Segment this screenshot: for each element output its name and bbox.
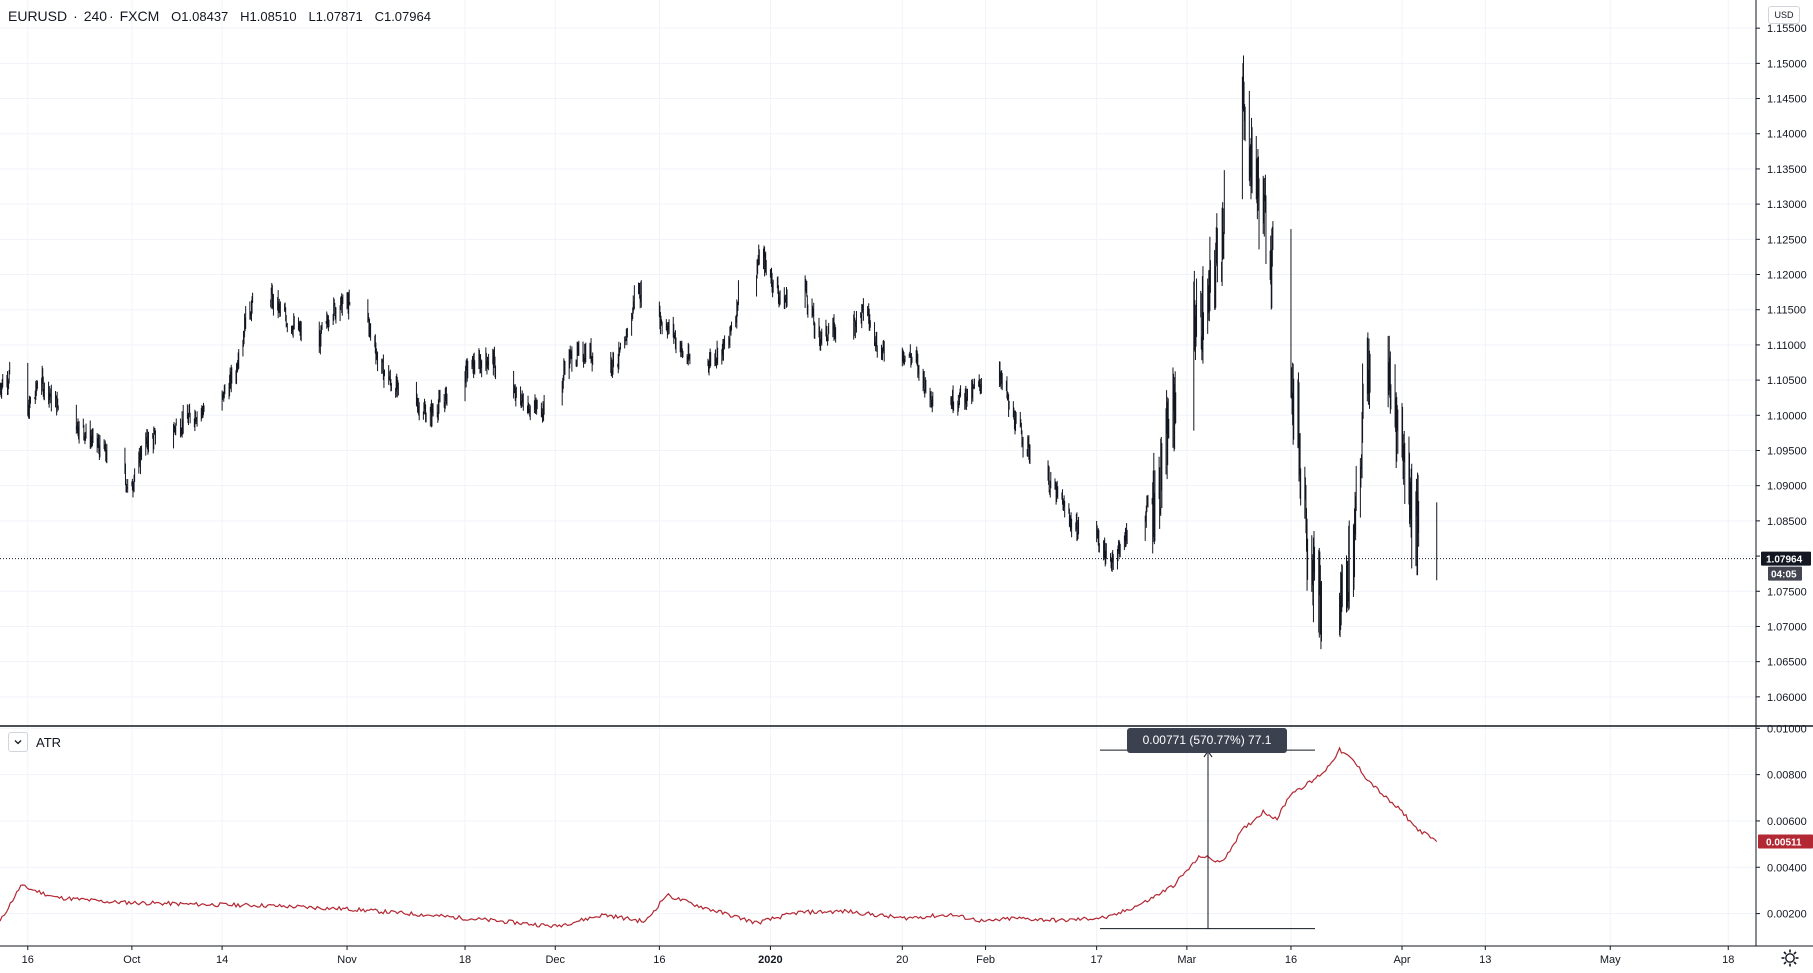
price-axis-label: 1.10500 bbox=[1767, 375, 1807, 387]
price-axis-label: 1.09500 bbox=[1767, 445, 1807, 457]
symbol-name[interactable]: EURUSD bbox=[8, 8, 68, 24]
price-axis-label: 1.15000 bbox=[1767, 58, 1807, 70]
time-axis-label: Dec bbox=[545, 954, 565, 966]
settings-button[interactable] bbox=[1780, 948, 1800, 968]
time-axis-label: 13 bbox=[1479, 954, 1491, 966]
atr-axis-label: 0.00600 bbox=[1767, 816, 1807, 828]
price-axis-label: 1.11500 bbox=[1767, 305, 1806, 317]
time-axis-label: Oct bbox=[123, 954, 140, 966]
price-axis-label: 1.14000 bbox=[1767, 129, 1807, 141]
time-axis-label: May bbox=[1600, 954, 1621, 966]
price-axis-label: 1.13000 bbox=[1767, 199, 1807, 211]
last-price-label: 1.07964 bbox=[1766, 555, 1803, 566]
chevron-down-icon bbox=[14, 740, 22, 745]
currency-badge[interactable]: USD bbox=[1768, 6, 1800, 24]
atr-axis-label: 0.01000 bbox=[1767, 723, 1807, 735]
time-axis-label: 16 bbox=[653, 954, 665, 966]
time-axis-label: 14 bbox=[216, 954, 228, 966]
time-axis-label: 18 bbox=[1722, 954, 1734, 966]
countdown-label: 04:05 bbox=[1771, 570, 1797, 581]
exchange-label: FXCM bbox=[119, 8, 160, 24]
time-axis-label: 16 bbox=[1285, 954, 1297, 966]
price-axis-label: 1.15500 bbox=[1767, 23, 1807, 35]
atr-line[interactable] bbox=[0, 746, 1438, 929]
high-value: H1.08510 bbox=[240, 9, 297, 24]
last-price-badge bbox=[1761, 551, 1811, 566]
time-axis-label: Feb bbox=[976, 954, 995, 966]
time-axis-label: Apr bbox=[1393, 954, 1410, 966]
interval-label[interactable]: 240 bbox=[83, 8, 108, 24]
countdown-badge bbox=[1768, 566, 1802, 581]
time-axis-label: Mar bbox=[1177, 954, 1196, 966]
legend-separator: · bbox=[73, 8, 78, 24]
time-axis-label: 20 bbox=[896, 954, 908, 966]
gear-icon bbox=[1781, 949, 1799, 967]
price-axis-label: 1.13500 bbox=[1767, 164, 1807, 176]
candles[interactable] bbox=[0, 55, 1438, 650]
measure-tooltip: 0.00771 (570.77%) 77.1 bbox=[1127, 728, 1287, 753]
time-axis-label: 17 bbox=[1091, 954, 1103, 966]
symbol-legend: EURUSD · 240 · FXCM O1.08437 H1.08510 L1.0… bbox=[8, 8, 433, 24]
price-axis-label: 1.06500 bbox=[1767, 657, 1807, 669]
price-axis-label: 1.08500 bbox=[1767, 516, 1807, 528]
open-value: O1.08437 bbox=[171, 9, 229, 24]
atr-last-badge bbox=[1758, 834, 1813, 849]
time-axis-label: 16 bbox=[22, 954, 34, 966]
price-axis-label: 1.07500 bbox=[1767, 586, 1807, 598]
atr-axis-label: 0.00800 bbox=[1767, 770, 1807, 782]
price-axis-label: 1.11000 bbox=[1767, 340, 1806, 352]
collapse-pane-button[interactable] bbox=[8, 732, 28, 752]
atr-title[interactable]: ATR bbox=[36, 734, 62, 750]
price-axis-label: 1.10000 bbox=[1767, 410, 1807, 422]
atr-axis-label: 0.00400 bbox=[1767, 862, 1807, 874]
price-axis-label: 1.06000 bbox=[1767, 692, 1807, 704]
price-axis-label: 1.09000 bbox=[1767, 481, 1807, 493]
price-axis-label: 1.12000 bbox=[1767, 270, 1807, 282]
price-axis-label: 1.12500 bbox=[1767, 234, 1807, 246]
time-axis-label: Nov bbox=[337, 954, 357, 966]
atr-axis-label: 0.00200 bbox=[1767, 909, 1807, 921]
atr-legend: ATR bbox=[8, 732, 61, 752]
time-axis-label: 18 bbox=[459, 954, 471, 966]
time-axis-label: 2020 bbox=[758, 954, 782, 966]
low-value: L1.07871 bbox=[308, 9, 363, 24]
price-axis-label: 1.07000 bbox=[1767, 621, 1807, 633]
close-value: C1.07964 bbox=[374, 9, 431, 24]
legend-separator-2: · bbox=[109, 8, 114, 24]
atr-last-label: 0.00511 bbox=[1766, 838, 1802, 849]
price-axis-label: 1.14500 bbox=[1767, 94, 1807, 106]
